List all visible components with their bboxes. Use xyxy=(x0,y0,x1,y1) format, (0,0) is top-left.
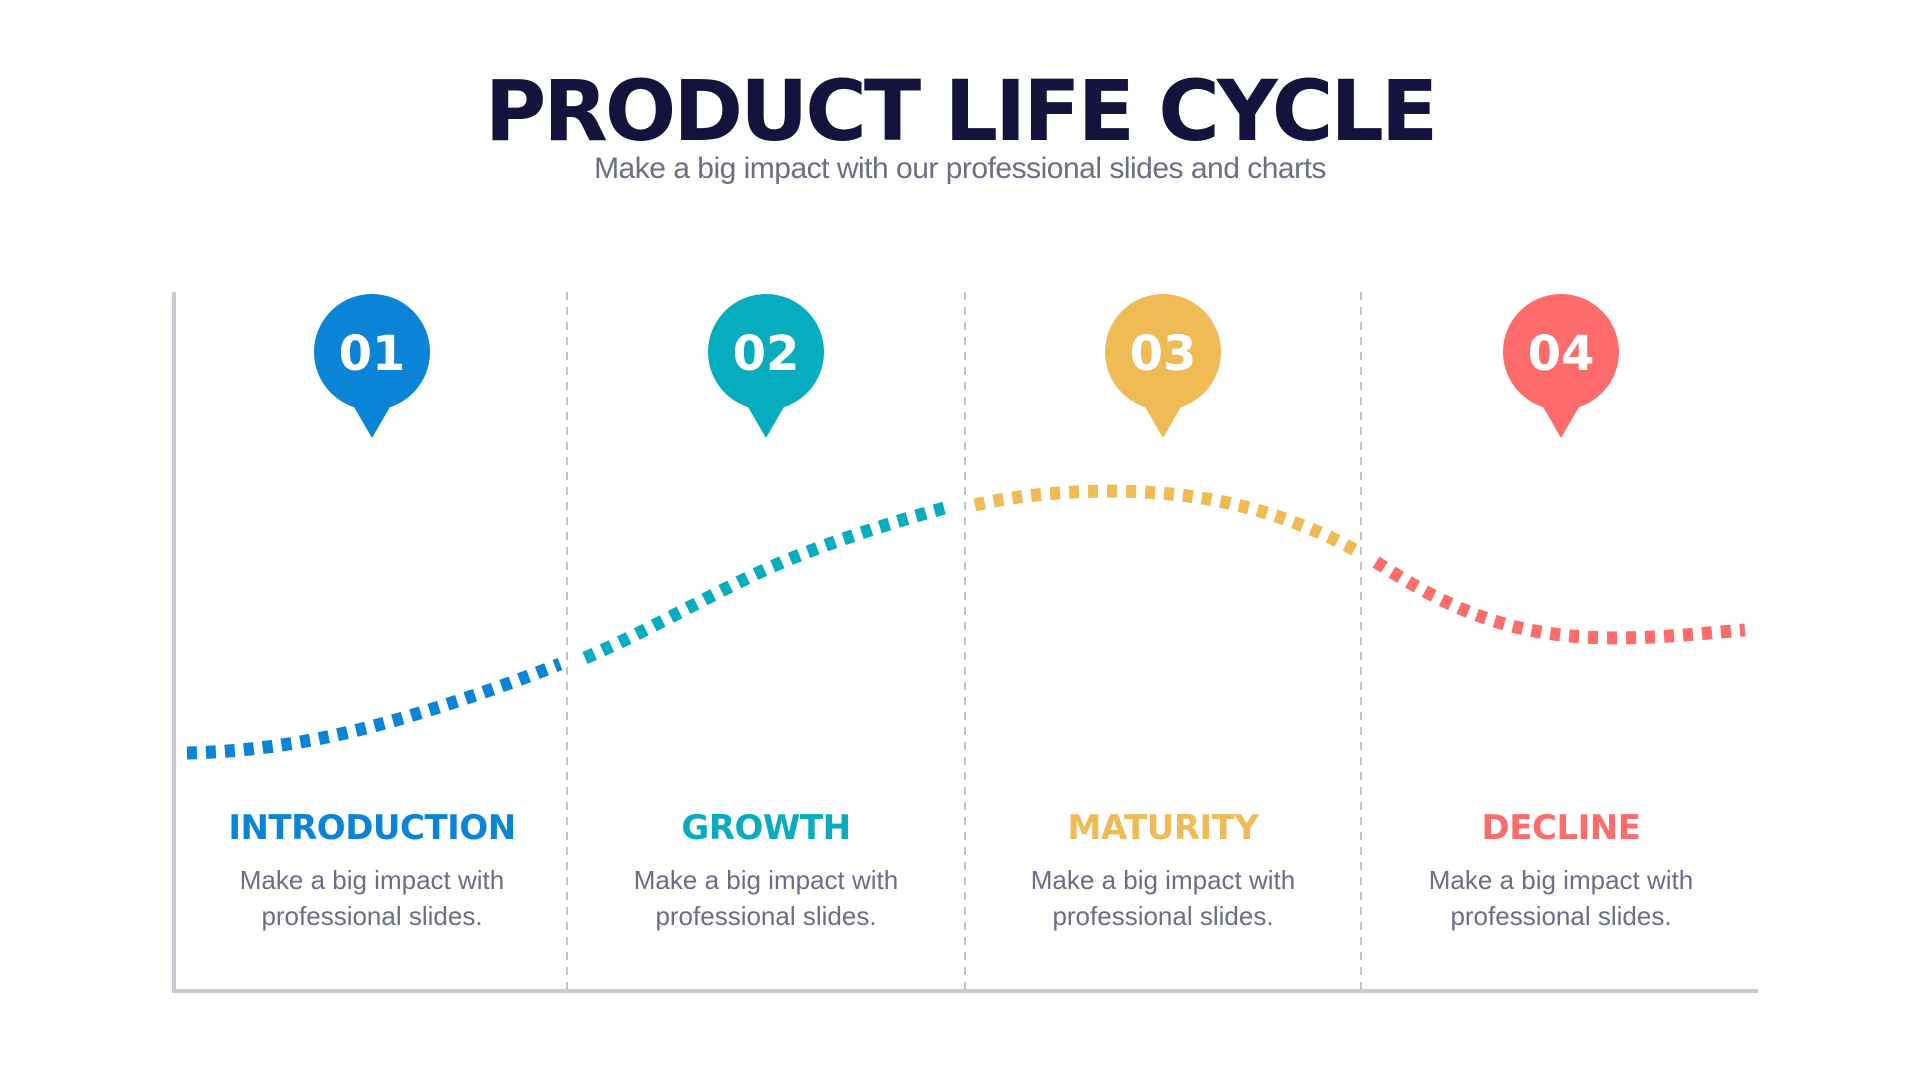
stage-number: 02 xyxy=(732,326,800,382)
page-subtitle: Make a big impact with our professional … xyxy=(594,152,1326,185)
stage-label-maturity: MATURITY xyxy=(1067,808,1259,848)
curve-growth xyxy=(582,500,950,664)
stage-description: Make a big impact with professional slid… xyxy=(239,865,505,931)
stage-number: 01 xyxy=(338,326,406,382)
pin-marker-4 xyxy=(1503,294,1619,438)
stage-label-decline: DECLINE xyxy=(1481,808,1641,848)
stage-description: Make a big impact with professional slid… xyxy=(1030,865,1296,931)
stage-description: Make a big impact with professional slid… xyxy=(1428,865,1694,931)
pin-marker-3 xyxy=(1105,294,1221,438)
stage-number: 03 xyxy=(1129,326,1197,382)
pin-marker-1 xyxy=(314,294,430,438)
page-title: PRODUCT LIFE CYCLE xyxy=(484,62,1439,160)
stage-description: Make a big impact with professional slid… xyxy=(633,865,899,931)
stage-number: 04 xyxy=(1527,326,1595,382)
pin-marker-2 xyxy=(708,294,824,438)
curve-decline xyxy=(1372,556,1746,645)
curve-maturity xyxy=(973,484,1359,556)
curve-introduction xyxy=(186,657,563,760)
stage-label-introduction: INTRODUCTION xyxy=(228,808,516,848)
stage-label-growth: GROWTH xyxy=(681,808,851,848)
